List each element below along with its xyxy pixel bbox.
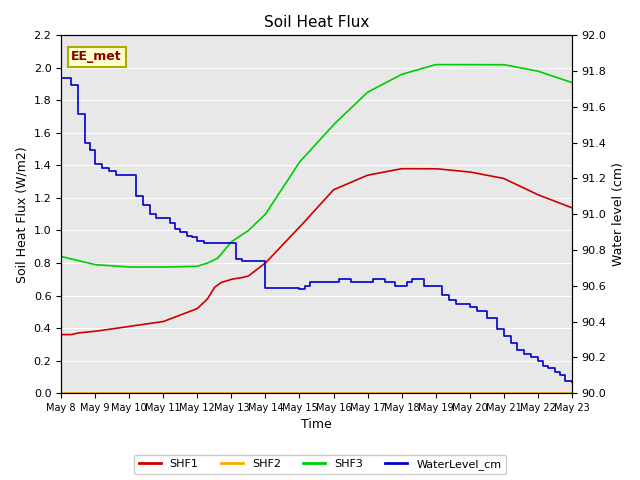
- Y-axis label: Soil Heat Flux (W/m2): Soil Heat Flux (W/m2): [15, 146, 28, 283]
- SHF3: [58, 253, 65, 259]
- SHF3: [558, 76, 566, 82]
- Text: EE_met: EE_met: [72, 50, 122, 63]
- SHF3: [362, 91, 370, 96]
- SHF2: [476, 390, 484, 396]
- Legend: SHF1, SHF2, SHF3, WaterLevel_cm: SHF1, SHF2, SHF3, WaterLevel_cm: [134, 455, 506, 474]
- SHF1: [361, 173, 369, 179]
- SHF3: [335, 117, 342, 123]
- Line: SHF3: SHF3: [61, 65, 572, 267]
- WaterLevel_cm: [58, 75, 65, 81]
- WaterLevel_cm: [86, 147, 94, 153]
- SHF2: [333, 390, 341, 396]
- Line: SHF1: SHF1: [61, 168, 572, 335]
- SHF1: [58, 332, 65, 337]
- WaterLevel_cm: [432, 283, 440, 288]
- SHF1: [557, 201, 564, 206]
- SHF3: [301, 154, 308, 159]
- SHF3: [126, 264, 134, 270]
- SHF3: [478, 62, 486, 68]
- Y-axis label: Water level (cm): Water level (cm): [612, 162, 625, 266]
- SHF1: [333, 185, 341, 191]
- WaterLevel_cm: [284, 285, 291, 290]
- SHF1: [300, 220, 308, 226]
- SHF2: [58, 390, 65, 396]
- WaterLevel_cm: [459, 301, 467, 307]
- WaterLevel_cm: [568, 380, 576, 385]
- SHF3: [432, 62, 440, 68]
- X-axis label: Time: Time: [301, 419, 332, 432]
- SHF2: [556, 390, 563, 396]
- SHF3: [568, 80, 576, 85]
- WaterLevel_cm: [306, 279, 314, 285]
- SHF2: [300, 390, 308, 396]
- SHF3: [304, 150, 312, 156]
- SHF2: [361, 390, 369, 396]
- Title: Soil Heat Flux: Soil Heat Flux: [264, 15, 369, 30]
- SHF1: [477, 171, 484, 177]
- Line: WaterLevel_cm: WaterLevel_cm: [61, 78, 572, 383]
- SHF2: [568, 390, 576, 396]
- SHF1: [303, 216, 310, 222]
- WaterLevel_cm: [63, 75, 70, 81]
- SHF2: [303, 390, 310, 396]
- SHF1: [398, 166, 406, 171]
- SHF1: [568, 205, 576, 211]
